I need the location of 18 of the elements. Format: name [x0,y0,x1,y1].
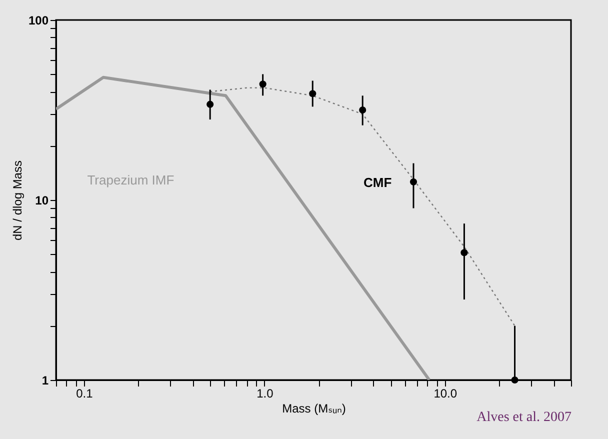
point [309,90,316,98]
series-label: CMF [364,175,392,190]
point [359,106,366,114]
x-tick-label: 10.0 [434,386,458,400]
text: Trapezium IMF [87,172,174,188]
x-axis-title: Mass (Mₛᵤₙ) [282,402,346,416]
y-axis-title: dN / dlog Mass [10,160,24,241]
y-tick-label: 10 [35,194,49,208]
point [511,376,518,384]
point [410,178,418,186]
text: Alves et al. 2007 [476,410,572,425]
x-tick-label: 1.0 [256,386,274,400]
point [259,80,266,88]
point [460,249,468,256]
y-tick-label: 1 [42,374,49,388]
y-tick-label: 100 [28,14,49,28]
point [206,100,214,108]
x-tick-label: 0.1 [76,386,94,400]
